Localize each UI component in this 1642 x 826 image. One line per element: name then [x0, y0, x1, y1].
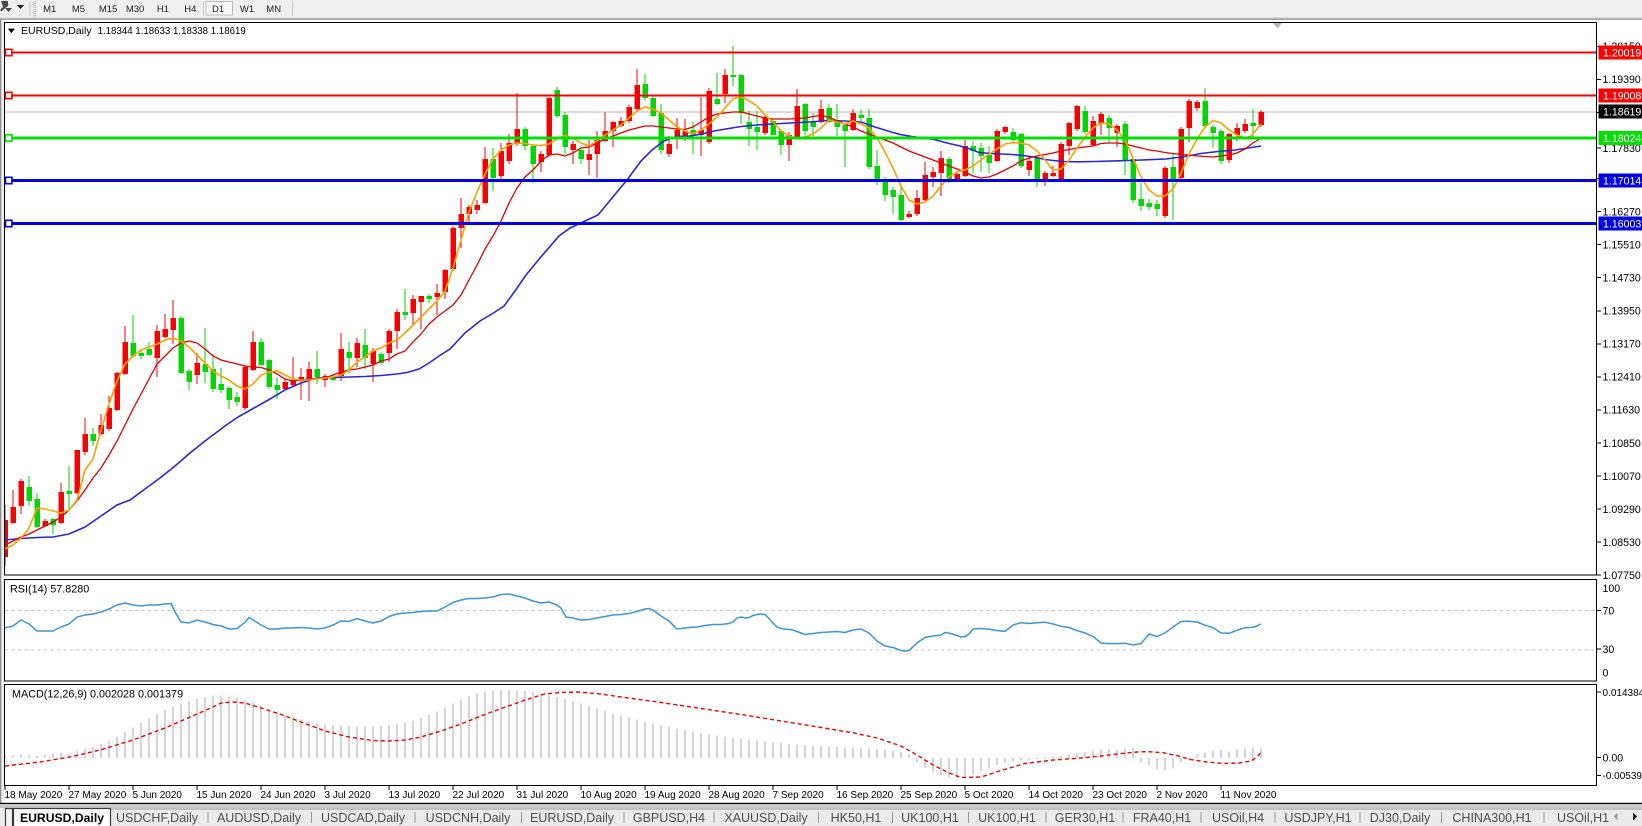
svg-text:1.07750: 1.07750 — [1603, 570, 1641, 582]
svg-text:1.09290: 1.09290 — [1603, 504, 1641, 516]
svg-text:0.00: 0.00 — [1603, 752, 1624, 764]
svg-text:16 Sep 2020: 16 Sep 2020 — [837, 790, 894, 801]
svg-text:1.19390: 1.19390 — [1603, 74, 1641, 86]
svg-text:M15: M15 — [99, 4, 117, 15]
svg-text:USDCAD,Daily: USDCAD,Daily — [321, 811, 406, 825]
svg-text:24 Jun 2020: 24 Jun 2020 — [261, 790, 316, 801]
svg-text:MN: MN — [266, 4, 281, 15]
svg-text:1.16270: 1.16270 — [1603, 206, 1641, 218]
svg-text:0.014384: 0.014384 — [1603, 688, 1642, 699]
svg-text:GER30,H1: GER30,H1 — [1055, 811, 1115, 825]
svg-text:W1: W1 — [240, 4, 254, 15]
svg-text:1.15510: 1.15510 — [1603, 239, 1641, 251]
svg-text:DJ30,Daily: DJ30,Daily — [1370, 811, 1431, 825]
svg-text:RSI(14) 57.8280: RSI(14) 57.8280 — [10, 584, 89, 596]
svg-text:USDCNH,Daily: USDCNH,Daily — [426, 811, 511, 825]
svg-text:D1: D1 — [212, 4, 224, 15]
svg-text:1.14730: 1.14730 — [1603, 273, 1641, 285]
svg-text:M1: M1 — [43, 4, 56, 15]
svg-text:HK50,H1: HK50,H1 — [831, 811, 882, 825]
svg-text:31 Jul 2020: 31 Jul 2020 — [517, 790, 569, 801]
svg-text:1.13170: 1.13170 — [1603, 339, 1641, 351]
svg-text:13 Jul 2020: 13 Jul 2020 — [389, 790, 441, 801]
svg-text:UK100,H1: UK100,H1 — [978, 811, 1036, 825]
svg-text:30: 30 — [1603, 644, 1615, 656]
svg-text:5 Jun 2020: 5 Jun 2020 — [133, 790, 183, 801]
svg-text:22 Jul 2020: 22 Jul 2020 — [453, 790, 505, 801]
svg-text:25 Sep 2020: 25 Sep 2020 — [901, 790, 958, 801]
svg-text:28 Aug 2020: 28 Aug 2020 — [709, 790, 766, 801]
svg-text:70: 70 — [1603, 605, 1615, 617]
svg-text:1.17830: 1.17830 — [1603, 143, 1641, 155]
svg-text:1.08530: 1.08530 — [1603, 537, 1641, 549]
svg-text:14 Oct 2020: 14 Oct 2020 — [1029, 790, 1084, 801]
svg-text:1.10850: 1.10850 — [1603, 438, 1641, 450]
svg-text:H1: H1 — [157, 4, 169, 15]
svg-text:XAUUSD,Daily: XAUUSD,Daily — [724, 811, 808, 825]
svg-text:1.20019: 1.20019 — [1603, 47, 1641, 59]
svg-text:7 Sep 2020: 7 Sep 2020 — [773, 790, 825, 801]
svg-text:10 Aug 2020: 10 Aug 2020 — [581, 790, 638, 801]
svg-text:2 Nov 2020: 2 Nov 2020 — [1157, 790, 1209, 801]
svg-text:GBPUSD,H4: GBPUSD,H4 — [633, 811, 705, 825]
svg-text:1.16003: 1.16003 — [1603, 218, 1641, 230]
svg-text:USOil,H1: USOil,H1 — [1557, 811, 1609, 825]
svg-text:11 Nov 2020: 11 Nov 2020 — [1221, 790, 1277, 801]
svg-text:AUDUSD,Daily: AUDUSD,Daily — [217, 811, 302, 825]
svg-text:18 May 2020: 18 May 2020 — [5, 790, 63, 801]
svg-text:15 Jun 2020: 15 Jun 2020 — [197, 790, 252, 801]
svg-text:USDJPY,H1: USDJPY,H1 — [1284, 811, 1351, 825]
svg-text:1.10070: 1.10070 — [1603, 471, 1641, 483]
svg-text:M5: M5 — [72, 4, 85, 15]
svg-text:H4: H4 — [184, 4, 196, 15]
svg-text:1.12410: 1.12410 — [1603, 372, 1641, 384]
svg-text:1.18619: 1.18619 — [1603, 106, 1641, 118]
svg-text:23 Oct 2020: 23 Oct 2020 — [1093, 790, 1148, 801]
svg-text:3 Jul 2020: 3 Jul 2020 — [325, 790, 372, 801]
svg-text:1.19008: 1.19008 — [1603, 90, 1641, 102]
svg-text:USOil,H4: USOil,H4 — [1212, 811, 1264, 825]
svg-text:5 Oct 2020: 5 Oct 2020 — [965, 790, 1014, 801]
svg-text:USDCHF,Daily: USDCHF,Daily — [116, 811, 199, 825]
svg-text:CHINA300,H1: CHINA300,H1 — [1452, 811, 1531, 825]
svg-text:M30: M30 — [126, 4, 144, 15]
svg-text:FRA40,H1: FRA40,H1 — [1133, 811, 1191, 825]
svg-text:1.18024: 1.18024 — [1603, 133, 1641, 145]
svg-text:EURUSD,Daily: EURUSD,Daily — [530, 811, 615, 825]
svg-text:19 Aug 2020: 19 Aug 2020 — [645, 790, 702, 801]
svg-text:1.11630: 1.11630 — [1603, 405, 1641, 417]
svg-text:0: 0 — [1603, 667, 1609, 679]
svg-text:1.13950: 1.13950 — [1603, 306, 1641, 318]
svg-text:EURUSD,Daily: EURUSD,Daily — [20, 811, 104, 825]
svg-text:1.17014: 1.17014 — [1603, 175, 1641, 187]
svg-text:-0.005396: -0.005396 — [1603, 771, 1642, 782]
svg-text:MACD(12,26,9) 0.002028 0.00137: MACD(12,26,9) 0.002028 0.001379 — [12, 689, 183, 701]
svg-text:UK100,H1: UK100,H1 — [901, 811, 959, 825]
svg-text:27 May 2020: 27 May 2020 — [69, 790, 127, 801]
svg-text:100: 100 — [1603, 583, 1621, 595]
